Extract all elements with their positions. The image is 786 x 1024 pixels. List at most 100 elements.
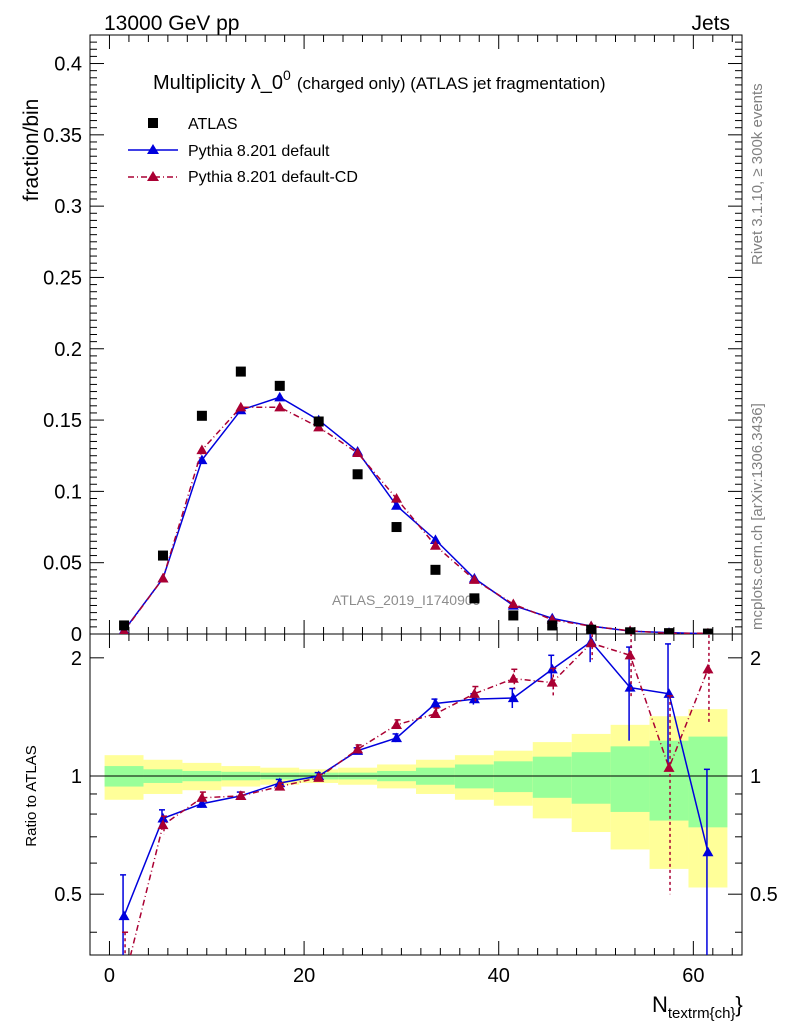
series-marker-ratio — [546, 677, 558, 687]
y-tick-label: 0.35 — [43, 125, 82, 147]
ratio-tick-label-right: 0.5 — [750, 884, 778, 906]
series-marker-main — [235, 401, 247, 412]
y-tick-label: 0.15 — [43, 410, 82, 432]
series-marker-main — [274, 391, 286, 402]
series-marker-ratio — [391, 732, 403, 743]
y-tick-label: 0 — [71, 624, 82, 646]
series-marker-ratio — [624, 682, 636, 692]
series-marker-ratio — [274, 781, 286, 791]
header-left: 13000 GeV pp — [104, 12, 239, 35]
series-marker-main — [157, 572, 169, 583]
ratio-tick-label: 1 — [71, 766, 82, 788]
atlas-marker — [625, 627, 636, 634]
ratio-series — [118, 634, 714, 986]
series-marker-ratio — [507, 692, 519, 703]
atlas-marker — [547, 620, 558, 631]
title-rest: (charged only) (ATLAS jet fragmentation) — [297, 74, 606, 93]
series-marker-ratio — [702, 663, 714, 674]
rivet-label: Rivet 3.1.10, ≥ 300k events — [749, 83, 766, 265]
x-axis-label-sub: textrm{ch} — [668, 1005, 736, 1022]
series-marker-main — [468, 574, 480, 584]
chart-title: Multiplicity λ_00 (charged only) (ATLAS j… — [153, 67, 606, 94]
x-tick-label: 0 — [104, 965, 115, 987]
series-marker-ratio — [235, 790, 247, 801]
series-marker-ratio — [468, 688, 480, 698]
legend-label-default: Pythia 8.201 default — [188, 143, 330, 160]
series-marker-ratio — [585, 637, 597, 648]
x-tick-label: 20 — [293, 965, 315, 987]
band-inner — [493, 761, 533, 793]
atlas-marker — [430, 564, 441, 575]
atlas-marker — [196, 410, 207, 421]
series-marker-main — [274, 401, 286, 412]
x-axis-label: Ntextrm{ch}} — [652, 992, 743, 1022]
title-sup: 0 — [283, 67, 291, 83]
series-marker-main — [352, 447, 364, 457]
series-marker-ratio — [429, 698, 441, 708]
band-inner — [610, 746, 650, 812]
title-main: Multiplicity λ_0 — [153, 72, 283, 94]
band-inner — [571, 752, 611, 804]
legend-marker-default-cd — [147, 171, 159, 181]
y-tick-label: 0.2 — [54, 339, 82, 361]
band-inner — [649, 740, 689, 821]
atlas-marker — [469, 593, 480, 604]
atlas-marker — [119, 620, 130, 631]
header-right: Jets — [691, 12, 730, 35]
series-marker-ratio — [352, 743, 364, 754]
legend-marker-default — [147, 144, 159, 154]
series-line-ratio — [123, 640, 709, 917]
atlas-marker — [235, 366, 246, 377]
x-axis-label-main: N — [652, 992, 668, 1017]
series-marker-ratio — [702, 846, 714, 857]
legend-label-default-cd: Pythia 8.201 default-CD — [188, 169, 358, 186]
atlas-marker — [508, 610, 519, 621]
series-marker-ratio — [157, 819, 169, 830]
series-marker-ratio — [624, 649, 636, 660]
atlas-marker — [391, 522, 402, 533]
main-series — [118, 366, 713, 634]
series-marker-ratio — [196, 798, 208, 808]
y-tick-label: 0.1 — [54, 481, 82, 503]
series-marker-main — [313, 421, 325, 432]
ratio-frame — [89, 633, 743, 956]
legend-label-atlas: ATLAS — [188, 116, 238, 133]
series-marker-ratio — [391, 719, 403, 729]
series-marker-main — [429, 540, 441, 550]
mcplots-label: mcplots.cern.ch [arXiv:1306.3436] — [749, 403, 766, 630]
series-marker-main — [391, 493, 403, 503]
atlas-marker — [352, 469, 363, 480]
series-marker-ratio — [118, 910, 130, 921]
atlas-marker — [313, 416, 324, 427]
ratio-y-axis-label: Ratio to ATLAS — [23, 745, 40, 846]
atlas-marker — [157, 550, 168, 561]
y-tick-label: 0.4 — [54, 54, 82, 76]
ratio-bands — [104, 709, 728, 888]
ratio-tick-label-right: 2 — [750, 648, 761, 670]
series-marker-ratio — [119, 976, 130, 986]
series-marker-ratio — [507, 673, 519, 683]
series-marker-ratio — [663, 762, 675, 772]
ratio-tick-label-right: 1 — [750, 766, 761, 788]
series-marker-main — [196, 444, 208, 455]
series-marker-main — [196, 454, 208, 465]
ratio-tick-label: 2 — [71, 648, 82, 670]
series-marker-ratio — [313, 772, 325, 782]
series-marker-main — [507, 598, 519, 609]
x-axis-label-close: } — [735, 992, 742, 1017]
atlas-marker — [274, 380, 285, 391]
series-line-main — [123, 406, 708, 634]
band-inner — [532, 756, 572, 798]
x-tick-label: 40 — [488, 965, 510, 987]
watermark: ATLAS_2019_I1740909 — [332, 592, 481, 608]
ratio-tick-label: 0.5 — [54, 884, 82, 906]
legend: ATLAS Pythia 8.201 default Pythia 8.201 … — [128, 116, 358, 186]
series-marker-ratio — [468, 693, 480, 704]
atlas-marker — [586, 624, 597, 634]
series-marker-ratio — [429, 708, 441, 718]
atlas-marker — [702, 628, 713, 634]
x-tick-label: 60 — [682, 965, 704, 987]
series-marker-ratio — [157, 812, 169, 823]
